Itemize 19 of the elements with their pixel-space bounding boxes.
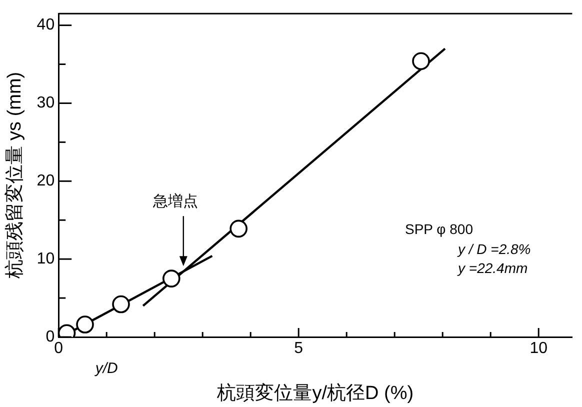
- point: [230, 220, 248, 238]
- annotation: 急増点: [152, 193, 198, 210]
- annotation: SPP φ 800: [405, 221, 474, 237]
- y-tick-label: 40: [36, 16, 55, 34]
- point: [112, 295, 130, 314]
- annotation: y / D =2.8%: [457, 241, 531, 257]
- y-tick-label: 20: [36, 172, 55, 190]
- y-axis-title: 杭頭残留変位量 ys (mm): [4, 72, 26, 280]
- y-tick-label: 30: [36, 94, 55, 112]
- x-tick-label: 5: [294, 340, 304, 358]
- point: [162, 270, 180, 288]
- text: y/D: [94, 360, 118, 377]
- annotation: y =22.4mm: [457, 260, 528, 276]
- y-tick-label: 0: [46, 328, 55, 346]
- y-tick-label: 10: [36, 250, 55, 268]
- x-axis-title: 杭頭変位量y/杭径D (%): [216, 382, 414, 404]
- x-tick-label: 10: [530, 340, 548, 358]
- point: [76, 316, 94, 334]
- point: [412, 52, 430, 70]
